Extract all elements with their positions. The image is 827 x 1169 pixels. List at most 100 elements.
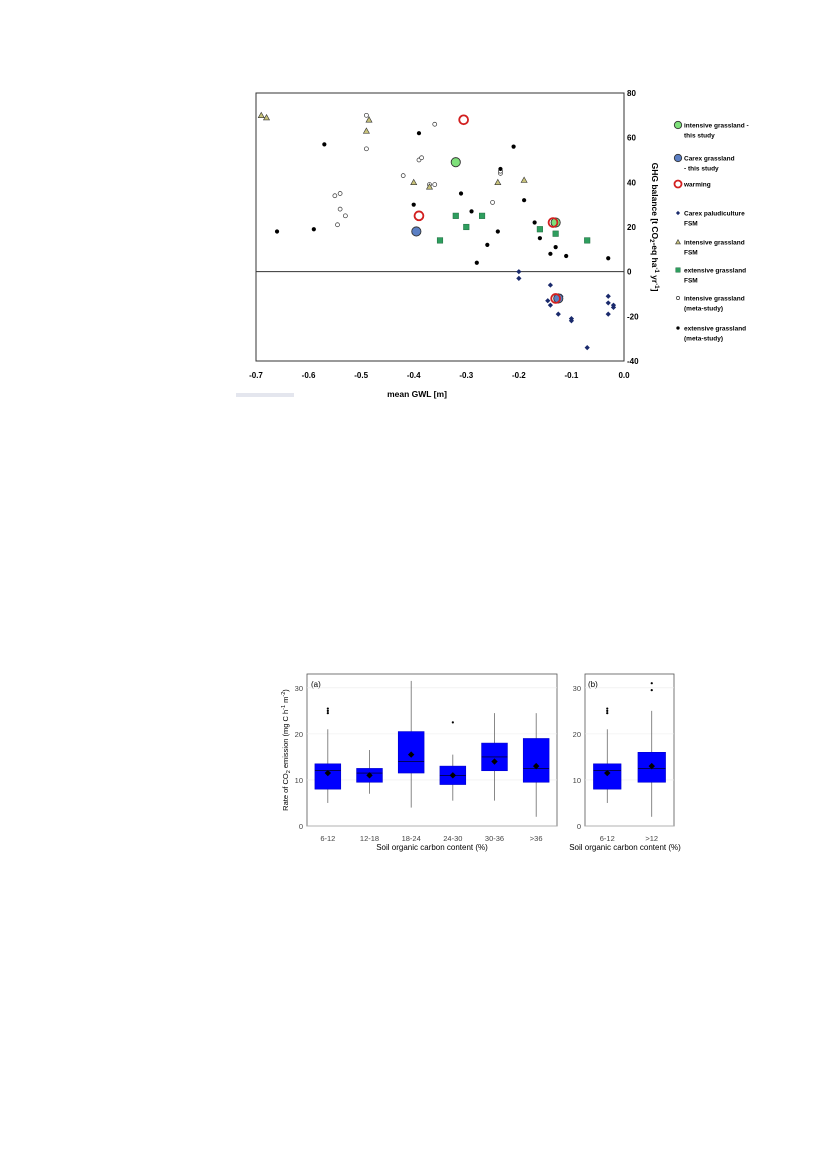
legend-label: (meta-study) <box>684 306 723 313</box>
y-tick-label: 10 <box>295 776 303 785</box>
y-tick-label: 10 <box>573 776 581 785</box>
x-tick-label: -0.5 <box>354 371 368 380</box>
y-tick-label: 20 <box>573 730 581 739</box>
legend-label: intensive grassland <box>684 296 745 303</box>
outlier-point <box>650 689 653 692</box>
point-circle-filled <box>511 144 516 149</box>
point-ring <box>413 210 425 222</box>
legend-label: FSM <box>684 221 698 228</box>
point-circle-filled <box>416 131 422 136</box>
panel-a-label: (a) <box>311 680 321 689</box>
point-circle-filled <box>274 229 280 234</box>
point-ring <box>458 114 469 126</box>
mean-marker <box>648 762 655 770</box>
point-circle-filled <box>474 260 479 265</box>
y-tick-label: 40 <box>627 178 636 187</box>
x-tick-label: -0.1 <box>565 371 579 380</box>
point-circle-filled <box>485 242 490 247</box>
panel-a-frame <box>306 673 558 827</box>
panel-a-y-axis-label: Rate of CO2 emission (mg C h-1 m-2) <box>281 689 292 811</box>
x-tick-label: 18-24 <box>402 834 421 843</box>
plot-frame <box>255 92 625 362</box>
mean-marker <box>324 769 332 777</box>
y-tick-label: -40 <box>627 357 639 366</box>
point-diamond <box>605 300 611 306</box>
point-diamond <box>547 302 553 308</box>
point-square <box>536 226 543 233</box>
point-circle-filled <box>532 220 537 225</box>
point-circle-open <box>400 173 406 178</box>
point-circle-open <box>419 155 424 161</box>
point-ring <box>550 293 561 304</box>
point-square <box>584 237 591 244</box>
y-tick-labels: -40 -20 0 20 40 60 80 <box>627 89 639 366</box>
point-square <box>552 230 559 237</box>
legend-label: extensive grassland <box>684 268 746 275</box>
legend-marker <box>675 238 681 245</box>
legend-label: warming <box>683 182 711 189</box>
legend-label: Carex paludiculture <box>684 211 745 218</box>
legend-marker <box>675 210 681 216</box>
point-diamond <box>605 293 611 299</box>
x-tick-label: 30-36 <box>485 834 504 843</box>
legend-marker <box>675 267 681 273</box>
point-square <box>479 212 486 219</box>
legend-label: Carex grassland <box>684 156 735 163</box>
point-diamond <box>516 269 522 275</box>
point-circle-filled <box>498 166 503 172</box>
point-square <box>436 237 444 244</box>
y-tick-label: 20 <box>627 223 636 232</box>
y-tick-label: -20 <box>627 312 639 321</box>
legend-label: intensive grassland <box>684 240 745 247</box>
x-tick-label: -0.2 <box>512 371 526 380</box>
x-tick-label: -0.4 <box>407 371 421 380</box>
legend-marker <box>673 120 683 130</box>
x-axis-label: mean GWL [m] <box>387 389 447 399</box>
point-ring <box>547 217 559 228</box>
point-triangle <box>365 116 373 123</box>
point-circle-open <box>490 200 495 205</box>
outlier-point <box>650 682 653 685</box>
point-circle-filled <box>548 251 553 256</box>
point-circle-large <box>450 157 461 168</box>
mean-marker <box>532 762 540 770</box>
legend-marker <box>673 179 683 189</box>
x-tick-label: >12 <box>645 834 658 843</box>
point-circle-filled <box>322 142 327 147</box>
x-tick-labels: -0.7 -0.6 -0.5 -0.4 -0.3 -0.2 -0.1 0.0 <box>249 371 630 380</box>
legend-label: FSM <box>684 250 698 257</box>
x-tick-label: -0.7 <box>249 371 263 380</box>
point-circle-open <box>335 222 340 228</box>
point-diamond <box>605 311 611 317</box>
x-tick-label: 24-30 <box>443 834 462 843</box>
box <box>637 752 666 783</box>
y-tick-label: 0 <box>627 268 632 277</box>
panel-b-boxes: 0 10 20 30 6-12 >12 <box>573 682 674 843</box>
y-tick-label: 30 <box>295 684 303 693</box>
point-triangle <box>257 111 265 119</box>
panel-b-frame <box>584 673 675 827</box>
y-tick-label: 0 <box>577 822 581 831</box>
legend-label: - this study <box>684 166 719 173</box>
x-tick-label: -0.6 <box>302 371 316 380</box>
point-circle-filled <box>522 198 527 203</box>
legend-label: extensive grassland <box>684 326 746 333</box>
x-tick-label: 12-18 <box>360 834 379 843</box>
ghg-scatter-chart: -0.7 -0.6 -0.5 -0.4 -0.3 -0.2 -0.1 0.0 -40 -20 0 2… <box>236 89 749 399</box>
point-diamond <box>584 345 590 351</box>
x-tick-label: 6-12 <box>600 834 615 843</box>
point-triangle <box>494 178 502 186</box>
point-circle-filled <box>458 191 464 196</box>
point-circle-filled <box>495 229 500 234</box>
box <box>314 763 342 790</box>
watermark-strip <box>236 393 294 397</box>
point-circle-filled <box>469 209 474 214</box>
point-triangle <box>362 127 370 134</box>
point-circle-open <box>364 146 369 152</box>
point-triangle <box>263 113 271 121</box>
panel-b-x-axis-label: Soil organic carbon content (%) <box>569 843 681 852</box>
point-circle-filled <box>311 227 316 232</box>
box <box>593 763 622 790</box>
y-tick-label: 30 <box>573 684 581 693</box>
outlier-point <box>606 709 609 712</box>
